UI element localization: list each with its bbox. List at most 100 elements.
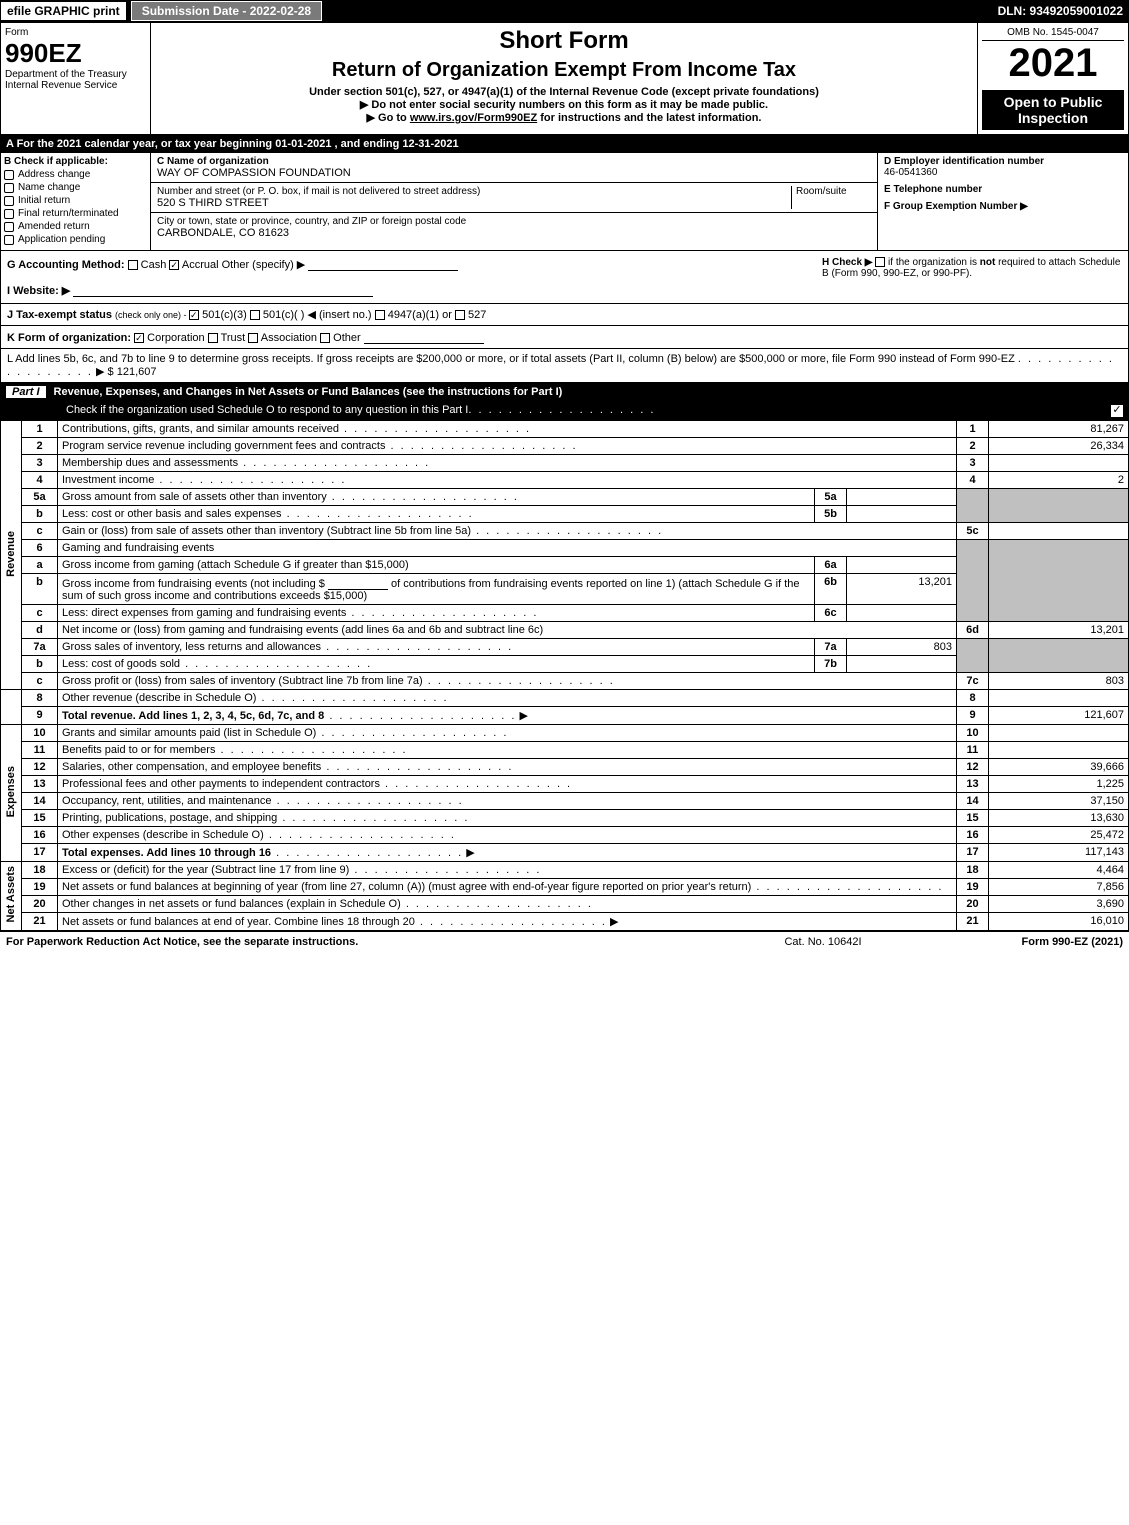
checkbox-501c[interactable] <box>250 310 260 320</box>
ein-label: D Employer identification number <box>884 156 1044 167</box>
section-l: L Add lines 5b, 6c, and 7b to line 9 to … <box>0 349 1129 383</box>
checkbox-address-change[interactable] <box>4 170 14 180</box>
line-7b-desc: Less: cost of goods sold <box>62 658 180 670</box>
checkbox-final-return[interactable] <box>4 209 14 219</box>
line-17-desc: Total expenses. Add lines 10 through 16 <box>62 847 271 859</box>
line-12-amount: 39,666 <box>989 759 1129 776</box>
org-name: WAY OF COMPASSION FOUNDATION <box>157 167 351 179</box>
section-a-period: A For the 2021 calendar year, or tax yea… <box>0 135 1129 153</box>
grey-cell <box>957 489 989 523</box>
checkbox-trust[interactable] <box>208 333 218 343</box>
checkbox-association[interactable] <box>248 333 258 343</box>
part-1-schedule-o-text: Check if the organization used Schedule … <box>66 404 468 417</box>
chk-amended-return: Amended return <box>18 221 90 232</box>
line-18-amount: 4,464 <box>989 862 1129 879</box>
checkbox-initial-return[interactable] <box>4 196 14 206</box>
line-16-num: 16 <box>22 827 58 844</box>
line-12-desc: Salaries, other compensation, and employ… <box>62 761 321 773</box>
line-5a-num: 5a <box>22 489 58 506</box>
opt-501c: 501(c)( ) ◀ (insert no.) <box>263 309 372 321</box>
dots <box>321 641 513 653</box>
checkbox-accrual[interactable] <box>169 260 179 270</box>
line-17-num: 17 <box>22 844 58 862</box>
line-2-ref: 2 <box>957 438 989 455</box>
checkbox-schedule-b-not-required[interactable] <box>875 257 885 267</box>
opt-4947a1: 4947(a)(1) or <box>388 309 452 321</box>
website-field[interactable] <box>73 283 373 297</box>
submission-date-label: Submission Date - 2022-02-28 <box>131 1 322 21</box>
line-10-num: 10 <box>22 725 58 742</box>
line-4-num: 4 <box>22 472 58 489</box>
line-6c-num: c <box>22 605 58 622</box>
checkbox-schedule-o-used[interactable] <box>1111 405 1123 417</box>
dots <box>346 607 538 619</box>
line-11-amount <box>989 742 1129 759</box>
other-org-field[interactable] <box>364 330 484 344</box>
line-8-amount <box>989 690 1129 707</box>
line-9-amount: 121,607 <box>989 707 1129 725</box>
phone-label: E Telephone number <box>884 184 982 195</box>
dots <box>277 812 469 824</box>
line-5c-desc: Gain or (loss) from sale of assets other… <box>62 525 471 537</box>
line-13-ref: 13 <box>957 776 989 793</box>
checkbox-4947a1[interactable] <box>375 310 385 320</box>
arrow-icon: ▶ <box>519 710 527 722</box>
short-form-title: Short Form <box>155 27 973 55</box>
line-7a-num: 7a <box>22 639 58 656</box>
dots <box>751 881 943 893</box>
section-g: G Accounting Method: Cash Accrual Other … <box>7 257 822 297</box>
checkbox-application-pending[interactable] <box>4 235 14 245</box>
omb-number: OMB No. 1545-0047 <box>982 27 1124 41</box>
line-5b-desc: Less: cost or other basis and sales expe… <box>62 508 282 520</box>
line-7c-desc: Gross profit or (loss) from sales of inv… <box>62 675 423 687</box>
goto-prefix: ▶ Go to <box>367 112 410 124</box>
line-2-num: 2 <box>22 438 58 455</box>
form-number: 990EZ <box>5 38 146 69</box>
line-2-desc: Program service revenue including govern… <box>62 440 385 452</box>
irs-link[interactable]: www.irs.gov/Form990EZ <box>410 112 537 124</box>
line-6d-ref: 6d <box>957 622 989 639</box>
header-left: Form 990EZ Department of the Treasury In… <box>1 23 151 134</box>
line-6b-subval: 13,201 <box>847 574 957 605</box>
tax-exempt-sub: (check only one) - <box>115 310 189 320</box>
checkbox-name-change[interactable] <box>4 183 14 193</box>
line-14-desc: Occupancy, rent, utilities, and maintena… <box>62 795 272 807</box>
line-16-ref: 16 <box>957 827 989 844</box>
line-8-desc: Other revenue (describe in Schedule O) <box>62 692 256 704</box>
line-4-amount: 2 <box>989 472 1129 489</box>
checkbox-other-org[interactable] <box>320 333 330 343</box>
checkbox-amended-return[interactable] <box>4 222 14 232</box>
chk-application-pending: Application pending <box>18 234 105 245</box>
line-18-desc: Excess or (deficit) for the year (Subtra… <box>62 864 349 876</box>
line-6d-desc: Net income or (loss) from gaming and fun… <box>62 624 543 636</box>
line-11-num: 11 <box>22 742 58 759</box>
other-specify-field[interactable] <box>308 257 458 271</box>
room-label: Room/suite <box>796 186 847 197</box>
line-5b-subval <box>847 506 957 523</box>
checkbox-cash[interactable] <box>128 260 138 270</box>
checkbox-corporation[interactable] <box>134 333 144 343</box>
line-3-amount <box>989 455 1129 472</box>
line-2-amount: 26,334 <box>989 438 1129 455</box>
line-17-amount: 117,143 <box>989 844 1129 862</box>
checkbox-501c3[interactable] <box>189 310 199 320</box>
line-1-desc: Contributions, gifts, grants, and simila… <box>62 423 339 435</box>
dots <box>154 474 346 486</box>
expenses-side-label: Expenses <box>1 725 22 862</box>
grey-cell <box>957 540 989 622</box>
line-6b-blank[interactable] <box>328 576 388 590</box>
header-center: Short Form Return of Organization Exempt… <box>151 23 978 134</box>
line-5a-subval <box>847 489 957 506</box>
line-21-desc: Net assets or fund balances at end of ye… <box>62 916 415 928</box>
dots <box>415 916 607 928</box>
opt-other-org: Other <box>333 332 361 344</box>
line-13-desc: Professional fees and other payments to … <box>62 778 380 790</box>
catalog-number: Cat. No. 10642I <box>723 936 923 948</box>
form-org-label: K Form of organization: <box>7 332 131 344</box>
grey-cell <box>989 540 1129 622</box>
h-not: not <box>980 257 996 268</box>
dots-filler-2 <box>468 404 655 417</box>
checkbox-527[interactable] <box>455 310 465 320</box>
section-l-arrow: ▶ $ <box>96 366 114 378</box>
efile-print-label[interactable]: efile GRAPHIC print <box>0 1 127 21</box>
